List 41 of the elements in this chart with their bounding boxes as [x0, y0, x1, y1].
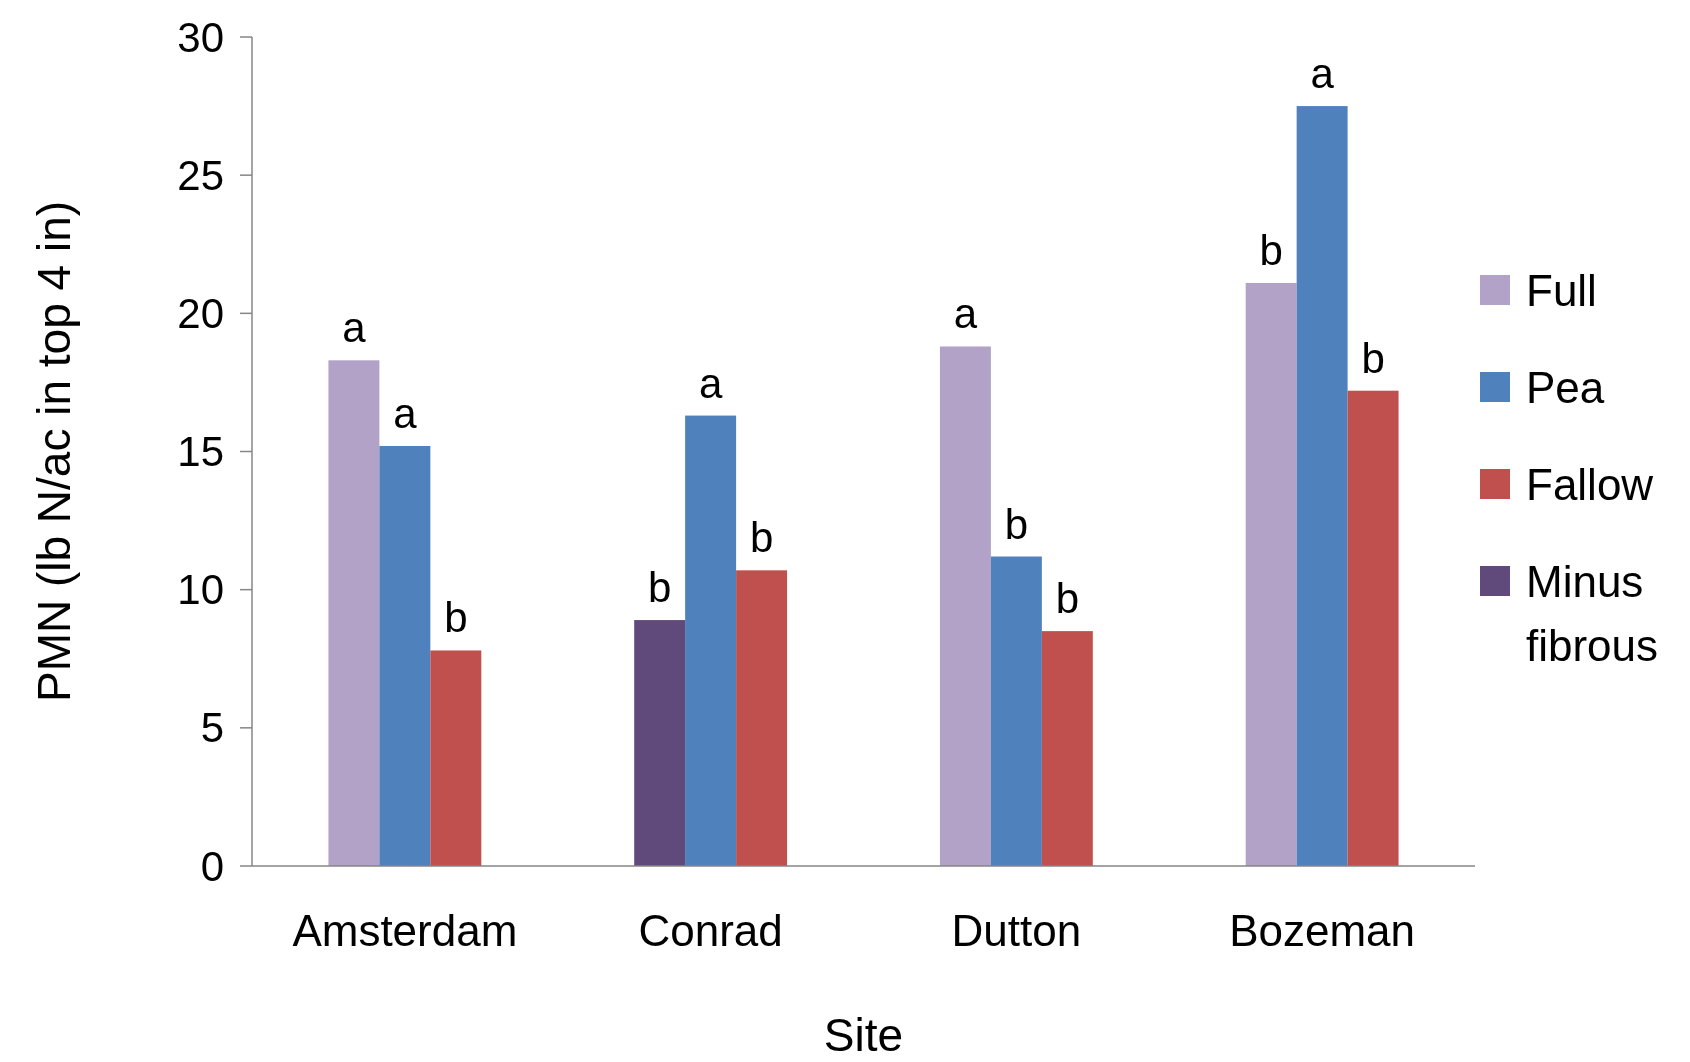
- data-label: b: [1361, 334, 1385, 382]
- x-axis-title: Site: [823, 1009, 904, 1061]
- x-tick-label: Amsterdam: [292, 906, 518, 955]
- data-label: b: [749, 514, 774, 562]
- y-tick-label: 5: [200, 704, 224, 752]
- x-tick-label: Dutton: [951, 906, 1082, 955]
- y-axis-title: PMN (lb N/ac in top 4 in): [28, 200, 80, 703]
- data-label: a: [953, 290, 978, 338]
- data-label: b: [1055, 575, 1080, 623]
- bar: [685, 415, 737, 866]
- y-tick-label: 25: [177, 151, 224, 199]
- data-label: a: [698, 359, 723, 407]
- y-tick-label: 20: [177, 289, 224, 337]
- data-label: a: [393, 389, 418, 437]
- bar: [328, 360, 380, 866]
- bar: [379, 445, 431, 866]
- bar: [634, 620, 686, 866]
- legend-label: Minus fibrous: [1526, 556, 1659, 670]
- y-tick-label: 15: [177, 428, 224, 475]
- bar: [430, 650, 482, 866]
- legend-label: Fallow: [1526, 459, 1654, 509]
- legend-label: Full: [1526, 265, 1597, 315]
- data-label: b: [1259, 226, 1283, 274]
- bar: [939, 346, 991, 866]
- x-tick-label: Conrad: [638, 906, 783, 955]
- y-tick-label: 0: [200, 842, 224, 890]
- x-tick-label: Bozeman: [1229, 906, 1416, 955]
- data-label: b: [444, 594, 468, 642]
- data-label: a: [342, 304, 367, 352]
- data-label: a: [1310, 50, 1335, 98]
- bar: [1041, 631, 1093, 866]
- data-label: b: [1004, 500, 1029, 548]
- bar: [1245, 282, 1297, 866]
- bar: [990, 556, 1042, 866]
- legend-label: Pea: [1526, 362, 1605, 412]
- bar: [1347, 390, 1399, 866]
- bar: [1296, 106, 1348, 866]
- bar: [736, 570, 788, 866]
- data-label: b: [647, 564, 672, 612]
- y-tick-label: 30: [177, 13, 224, 61]
- y-tick-label: 10: [177, 566, 224, 614]
